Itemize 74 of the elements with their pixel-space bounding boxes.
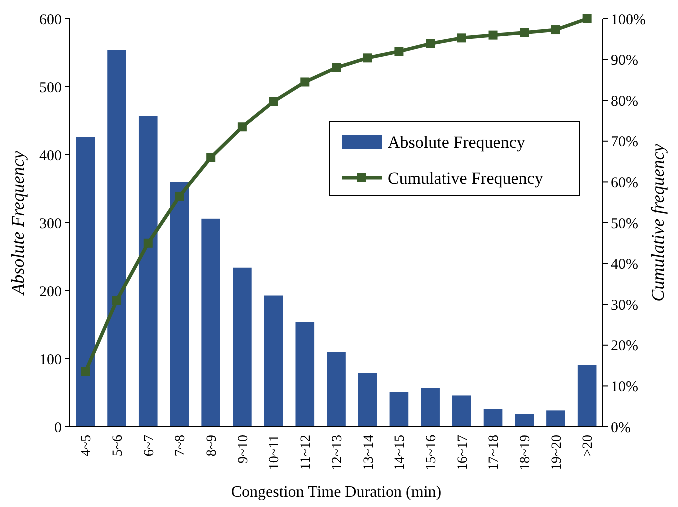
y2-tick-label: 80% — [611, 94, 638, 110]
point — [269, 97, 278, 106]
x-tick-label: >20 — [581, 435, 596, 457]
bar — [327, 352, 346, 427]
point — [457, 34, 466, 43]
x-axis-title: Congestion Time Duration (min) — [231, 484, 442, 501]
bar — [76, 137, 96, 427]
x-tick-label: 17~18 — [487, 435, 502, 471]
point — [426, 39, 436, 48]
x-tick-label: 12~13 — [330, 435, 346, 471]
bar — [546, 410, 566, 427]
y2-tick-label: 0% — [611, 420, 631, 436]
point — [582, 14, 592, 24]
legend-label: Cumulative Frequency — [388, 168, 544, 188]
y2-tick-label: 10% — [611, 379, 638, 396]
bar — [484, 409, 503, 427]
x-tick-label: 15~16 — [424, 435, 440, 471]
x-tick-label: 4~5 — [80, 435, 95, 457]
y-axis-title: Absolute Frequency — [8, 151, 28, 296]
y-tick-label: 500 — [40, 80, 62, 96]
x-tick-label: 7~8 — [174, 435, 189, 457]
y2-tick-label: 20% — [611, 338, 638, 355]
bar — [296, 322, 315, 427]
x-tick-label: 13~14 — [362, 435, 377, 471]
point — [363, 54, 372, 63]
bar — [421, 388, 440, 427]
bar — [390, 392, 409, 427]
point — [206, 153, 216, 162]
x-tick-label: 18~19 — [518, 435, 534, 471]
y2-axis-title: Cumulative frequency — [648, 144, 668, 302]
point — [175, 192, 184, 201]
x-tick-label: 5~6 — [110, 435, 126, 457]
point — [394, 47, 404, 56]
x-tick-label: 8~9 — [204, 435, 220, 457]
x-tick-label: 11~12 — [299, 435, 314, 470]
point — [332, 63, 341, 72]
y-tick-label: 200 — [40, 284, 62, 300]
legend-label: Absolute Frequency — [388, 132, 526, 152]
y-tick-label: 300 — [40, 216, 62, 232]
point — [300, 78, 310, 87]
bar — [202, 218, 220, 427]
y2-tick-label: 30% — [611, 298, 638, 314]
x-tick-label: 19~20 — [550, 435, 565, 471]
y2-tick-label: 100% — [611, 12, 646, 28]
point — [238, 122, 247, 132]
x-tick-label: 9~10 — [236, 435, 252, 464]
point — [112, 296, 122, 306]
bar — [358, 373, 378, 427]
bar — [170, 182, 190, 427]
point — [520, 28, 530, 38]
x-tick-label: 6~7 — [142, 435, 158, 457]
y2-tick-label: 70% — [611, 134, 638, 151]
x-tick-label: 10~11 — [268, 435, 283, 470]
bar — [138, 116, 158, 427]
y-tick-label: 600 — [40, 12, 62, 28]
y-tick-label: 400 — [40, 148, 62, 164]
bar — [578, 365, 597, 427]
point — [144, 238, 153, 248]
point — [551, 26, 560, 35]
point — [81, 367, 90, 376]
bar — [264, 296, 284, 427]
y2-tick-label: 60% — [611, 175, 638, 192]
y-tick-label: 0 — [54, 420, 62, 436]
bar — [515, 414, 534, 427]
bar — [233, 268, 252, 427]
point — [488, 30, 498, 40]
bar — [452, 396, 472, 427]
y2-tick-label: 50% — [611, 216, 638, 232]
bar — [108, 50, 126, 427]
x-tick-label: 16~17 — [456, 435, 471, 471]
x-tick-label: 14~15 — [393, 435, 408, 471]
y-tick-label: 100 — [40, 352, 62, 368]
y2-tick-label: 40% — [611, 257, 638, 274]
y2-tick-label: 90% — [611, 53, 638, 70]
